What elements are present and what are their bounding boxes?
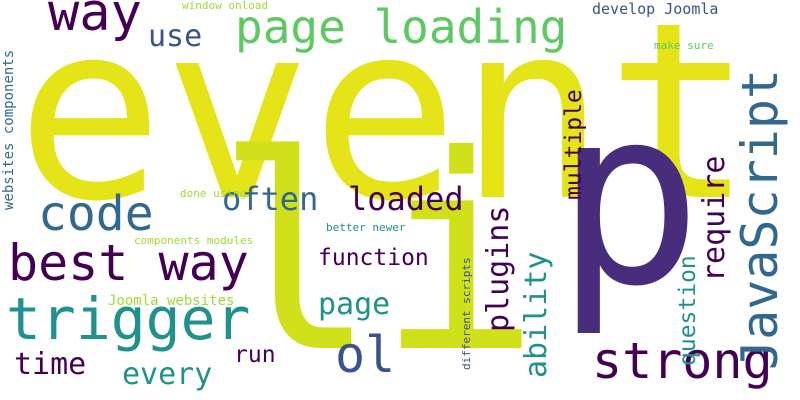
word-develop-joomla: develop Joomla xyxy=(592,0,719,18)
word-time: time xyxy=(14,347,87,382)
word-plugins: plugins xyxy=(481,205,516,332)
word-function: function xyxy=(318,245,429,271)
word-better-newer: better newer xyxy=(326,221,406,234)
word-often: often xyxy=(222,180,319,218)
word-page: page xyxy=(318,287,391,322)
word-make-sure: make sure xyxy=(654,39,714,52)
word-question: question xyxy=(675,255,701,366)
word-different-scripts: different scripts xyxy=(460,257,473,370)
word-ability: ability xyxy=(519,251,554,378)
word-multiple: multiple xyxy=(561,89,587,200)
word-loaded: loaded xyxy=(348,180,464,218)
word-use: use xyxy=(148,19,203,54)
word-window-onload: window onload xyxy=(182,0,269,12)
word-event: event xyxy=(16,0,754,255)
word-require: require xyxy=(697,155,732,282)
word-run: run xyxy=(234,342,276,368)
word-joomla-websites: Joomla websites xyxy=(108,293,235,309)
word-strong: strong xyxy=(592,332,773,390)
word-page-loading: page loading xyxy=(235,0,568,54)
word-ol: ol xyxy=(335,326,396,384)
word-javascript: JavaScript xyxy=(731,68,789,370)
word-best-way: best way xyxy=(8,234,249,292)
word-trigger: trigger xyxy=(6,285,251,353)
word-li: li xyxy=(215,97,541,400)
word-p: p xyxy=(555,55,703,340)
word-done-using: done using xyxy=(180,187,247,200)
word-websites-components: websites components xyxy=(1,49,17,210)
word-components-modules: components modules xyxy=(134,234,254,247)
word-way: way xyxy=(48,0,142,43)
word-code: code xyxy=(38,186,154,242)
word-every: every xyxy=(122,357,213,392)
